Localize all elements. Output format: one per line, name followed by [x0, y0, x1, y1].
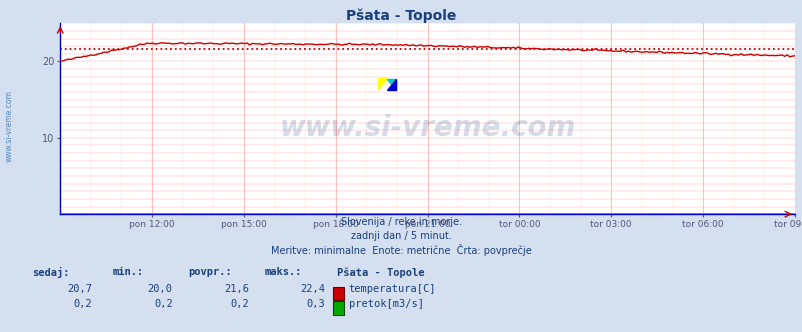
- Text: Slovenija / reke in morje.: Slovenija / reke in morje.: [341, 217, 461, 227]
- Polygon shape: [378, 79, 387, 90]
- Text: 0,2: 0,2: [74, 299, 92, 309]
- Polygon shape: [387, 79, 395, 90]
- Text: pretok[m3/s]: pretok[m3/s]: [348, 299, 423, 309]
- Text: Pšata - Topole: Pšata - Topole: [346, 8, 456, 23]
- Text: 0,3: 0,3: [306, 299, 325, 309]
- Text: min.:: min.:: [112, 267, 144, 277]
- Text: 20,0: 20,0: [148, 284, 172, 294]
- Text: www.si-vreme.com: www.si-vreme.com: [5, 90, 14, 162]
- Text: sedaj:: sedaj:: [32, 267, 70, 278]
- Text: 22,4: 22,4: [300, 284, 325, 294]
- Text: 20,7: 20,7: [67, 284, 92, 294]
- Text: temperatura[C]: temperatura[C]: [348, 284, 435, 294]
- Text: 0,2: 0,2: [230, 299, 249, 309]
- Text: zadnji dan / 5 minut.: zadnji dan / 5 minut.: [350, 231, 452, 241]
- Text: Pšata - Topole: Pšata - Topole: [337, 267, 424, 278]
- Text: www.si-vreme.com: www.si-vreme.com: [279, 114, 575, 142]
- Text: 21,6: 21,6: [224, 284, 249, 294]
- Text: povpr.:: povpr.:: [188, 267, 232, 277]
- Text: 0,2: 0,2: [154, 299, 172, 309]
- Text: maks.:: maks.:: [265, 267, 302, 277]
- Polygon shape: [387, 79, 395, 90]
- Text: Meritve: minimalne  Enote: metrične  Črta: povprečje: Meritve: minimalne Enote: metrične Črta:…: [271, 244, 531, 256]
